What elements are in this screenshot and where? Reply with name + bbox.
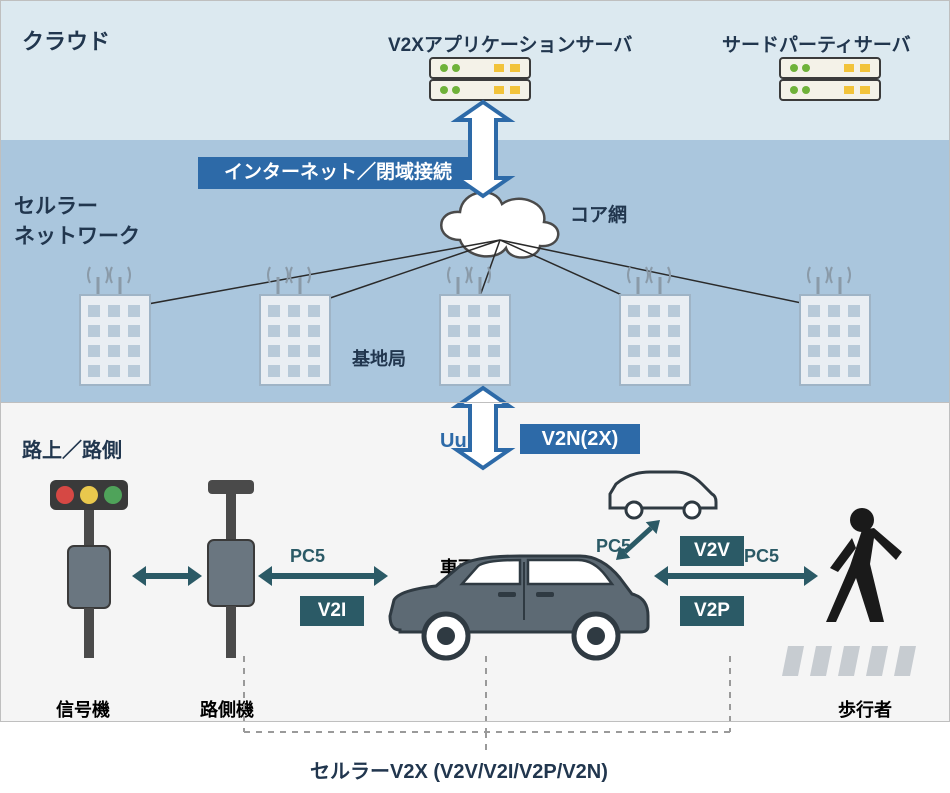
diagram-svg [0, 0, 950, 793]
